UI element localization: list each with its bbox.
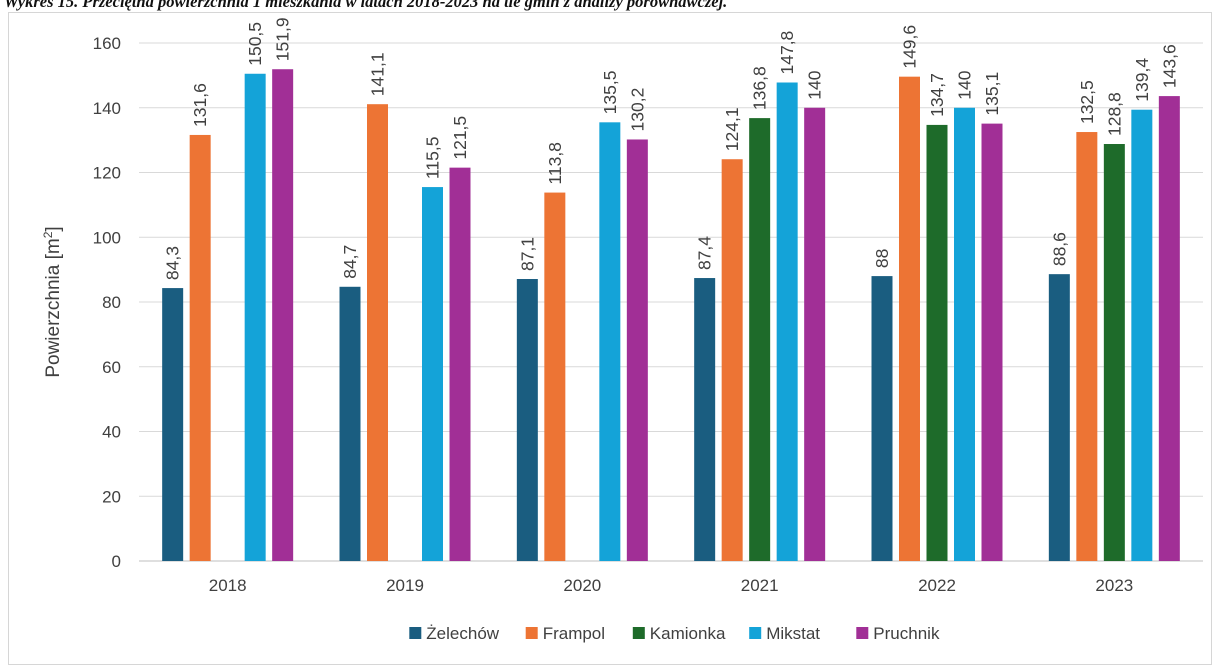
bar xyxy=(626,139,648,561)
legend-label: Pruchnik xyxy=(873,624,940,643)
chart-area: 0 20 40 60 80 100 120 140 160 Powierzchnia [m2] 84… xyxy=(8,12,1212,665)
x-tick-label: 2022 xyxy=(918,576,956,595)
data-label: 132,5 xyxy=(1077,80,1097,124)
bar xyxy=(1158,96,1180,561)
bar xyxy=(1076,132,1098,561)
bar xyxy=(339,286,361,561)
bar xyxy=(162,288,184,561)
x-tick-label: 2018 xyxy=(209,576,247,595)
y-tick-label: 100 xyxy=(93,228,121,247)
bar xyxy=(516,279,538,561)
bar xyxy=(954,107,975,561)
y-axis-label: Powierzchnia [m2] xyxy=(41,226,64,377)
legend-swatch xyxy=(525,627,538,639)
y-tick-label: 20 xyxy=(102,487,121,506)
data-label: 139,4 xyxy=(1132,58,1152,102)
data-label: 140 xyxy=(805,70,825,99)
y-tick-label: 80 xyxy=(102,293,121,312)
bar xyxy=(899,76,920,562)
data-label: 131,6 xyxy=(190,83,210,127)
bar xyxy=(804,107,826,561)
bar xyxy=(694,278,716,561)
legend-label: Frampol xyxy=(543,624,605,643)
chart-caption: Wykres 15. Przeciętna powierzchnia 1 mie… xyxy=(4,0,728,11)
data-label: 84,3 xyxy=(163,246,183,280)
legend-swatch xyxy=(632,627,645,639)
data-label: 121,5 xyxy=(450,116,470,160)
x-tick-label: 2023 xyxy=(1095,576,1133,595)
y-axis-label-suffix: ] xyxy=(43,226,64,231)
bar xyxy=(981,123,1003,562)
data-label: 147,8 xyxy=(777,31,797,75)
bar xyxy=(926,124,948,561)
bar xyxy=(1131,109,1153,561)
legend-swatch xyxy=(856,627,869,639)
bar xyxy=(721,159,743,561)
bar xyxy=(422,187,443,561)
data-label: 124,1 xyxy=(722,107,742,151)
x-tick-label: 2019 xyxy=(386,576,424,595)
data-label: 141,1 xyxy=(368,52,388,96)
data-label: 88,6 xyxy=(1049,232,1069,266)
bar xyxy=(599,122,621,561)
data-label: 143,6 xyxy=(1159,44,1179,88)
legend-swatch xyxy=(409,627,422,639)
bar xyxy=(544,192,566,561)
bar xyxy=(749,118,771,562)
legend-label: Żelechów xyxy=(426,624,499,643)
bar xyxy=(272,69,294,561)
bar xyxy=(244,73,266,561)
data-label: 115,5 xyxy=(423,137,443,180)
data-label: 151,9 xyxy=(273,17,293,61)
bar xyxy=(189,134,211,561)
data-label: 87,4 xyxy=(695,236,715,270)
data-label: 87,1 xyxy=(517,237,537,271)
bar xyxy=(871,276,893,561)
data-label: 135,1 xyxy=(982,72,1002,116)
bar-chart: 0 20 40 60 80 100 120 140 160 Powierzchnia [m2] 84… xyxy=(41,17,1203,643)
legend-label: Mikstat xyxy=(766,624,820,643)
data-label: 130,2 xyxy=(627,88,647,132)
data-label: 128,8 xyxy=(1104,92,1124,136)
bar xyxy=(449,167,471,562)
x-tick-label: 2021 xyxy=(741,576,779,595)
data-label: 113,8 xyxy=(545,142,565,185)
bar xyxy=(367,104,388,561)
legend-swatch xyxy=(749,627,762,639)
y-tick-label: 40 xyxy=(102,423,121,442)
bar xyxy=(1048,274,1070,561)
y-tick-label: 60 xyxy=(102,358,121,377)
data-label: 134,7 xyxy=(927,73,947,117)
y-tick-label: 0 xyxy=(112,552,121,571)
y-tick-label: 120 xyxy=(93,164,121,183)
y-axis-label-superscript: 2 xyxy=(41,231,55,238)
data-label: 149,6 xyxy=(900,25,920,69)
legend-label: Kamionka xyxy=(650,624,726,643)
bar xyxy=(1103,144,1125,561)
y-tick-label: 160 xyxy=(93,34,121,53)
data-label: 88 xyxy=(872,249,892,268)
y-tick-label: 140 xyxy=(93,99,121,118)
data-label: 84,7 xyxy=(340,245,360,279)
bar xyxy=(776,82,798,561)
x-tick-label: 2020 xyxy=(563,576,601,595)
data-label: 150,5 xyxy=(245,22,265,66)
data-label: 135,5 xyxy=(600,71,620,115)
data-label: 140 xyxy=(955,70,975,99)
data-label: 136,8 xyxy=(750,66,770,110)
